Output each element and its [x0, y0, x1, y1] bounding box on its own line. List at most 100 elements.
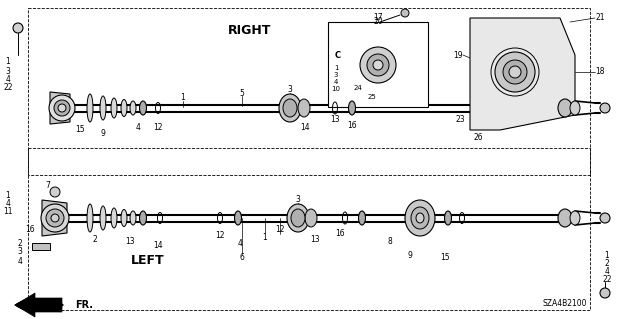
Text: 1: 1 — [333, 65, 339, 71]
Text: 23: 23 — [455, 115, 465, 124]
Ellipse shape — [298, 99, 310, 117]
Circle shape — [51, 214, 59, 222]
Polygon shape — [25, 298, 62, 312]
Ellipse shape — [234, 211, 241, 225]
Text: 4: 4 — [6, 75, 10, 84]
Text: 4: 4 — [237, 239, 243, 248]
Circle shape — [46, 209, 64, 227]
Text: 1: 1 — [180, 93, 186, 102]
Text: 15: 15 — [440, 254, 450, 263]
Ellipse shape — [358, 211, 365, 225]
Text: 22: 22 — [3, 84, 13, 93]
Text: 13: 13 — [310, 235, 320, 244]
Polygon shape — [50, 92, 70, 124]
Ellipse shape — [287, 204, 309, 232]
Text: 16: 16 — [25, 226, 35, 234]
Polygon shape — [15, 293, 35, 317]
Text: 6: 6 — [239, 254, 244, 263]
Text: 26: 26 — [473, 133, 483, 143]
Text: 4: 4 — [6, 198, 10, 207]
Circle shape — [13, 23, 23, 33]
Ellipse shape — [111, 208, 117, 228]
Text: 16: 16 — [347, 122, 357, 130]
Circle shape — [49, 95, 75, 121]
Text: 13: 13 — [125, 238, 135, 247]
Text: 21: 21 — [595, 13, 605, 23]
Text: 1: 1 — [605, 250, 609, 259]
Ellipse shape — [100, 96, 106, 120]
Text: 2: 2 — [18, 239, 22, 248]
Text: 14: 14 — [300, 122, 310, 131]
Text: 3: 3 — [17, 248, 22, 256]
Circle shape — [58, 104, 66, 112]
Text: 3: 3 — [287, 85, 292, 94]
Ellipse shape — [130, 101, 136, 115]
Ellipse shape — [558, 99, 572, 117]
Ellipse shape — [130, 211, 136, 225]
Text: 12: 12 — [215, 231, 225, 240]
Circle shape — [373, 60, 383, 70]
Circle shape — [495, 52, 535, 92]
Text: 1: 1 — [6, 57, 10, 66]
Text: 9: 9 — [100, 129, 106, 137]
Circle shape — [41, 204, 69, 232]
Text: 20: 20 — [373, 18, 383, 26]
Ellipse shape — [570, 101, 580, 115]
Ellipse shape — [279, 94, 301, 122]
Text: 14: 14 — [153, 241, 163, 249]
Ellipse shape — [570, 211, 580, 225]
Text: 16: 16 — [335, 228, 345, 238]
Circle shape — [509, 66, 521, 78]
Bar — [32, 243, 50, 250]
Ellipse shape — [416, 213, 424, 223]
Text: 12: 12 — [275, 226, 285, 234]
Ellipse shape — [600, 103, 610, 113]
Circle shape — [401, 9, 409, 17]
Circle shape — [54, 100, 70, 116]
Ellipse shape — [405, 200, 435, 236]
Text: 25: 25 — [367, 94, 376, 100]
Text: 24: 24 — [354, 85, 362, 91]
Circle shape — [503, 60, 527, 84]
Ellipse shape — [305, 209, 317, 227]
Text: 12: 12 — [153, 122, 163, 131]
Ellipse shape — [283, 99, 297, 117]
Ellipse shape — [558, 209, 572, 227]
Circle shape — [367, 54, 389, 76]
Text: 3: 3 — [6, 66, 10, 76]
Ellipse shape — [87, 94, 93, 122]
Text: RIGHT: RIGHT — [228, 24, 272, 36]
Ellipse shape — [445, 211, 451, 225]
Ellipse shape — [349, 101, 355, 115]
Polygon shape — [470, 18, 575, 130]
Text: 1: 1 — [262, 233, 268, 241]
Text: FR.: FR. — [75, 300, 93, 310]
Ellipse shape — [100, 206, 106, 230]
Text: 4: 4 — [334, 79, 338, 85]
Text: C: C — [335, 50, 341, 60]
Circle shape — [360, 47, 396, 83]
Ellipse shape — [600, 213, 610, 223]
Text: LEFT: LEFT — [131, 254, 165, 266]
Ellipse shape — [121, 210, 127, 226]
Text: 4: 4 — [136, 122, 140, 131]
Text: 2: 2 — [605, 258, 609, 268]
Text: SZA4B2100: SZA4B2100 — [543, 299, 588, 308]
Text: 8: 8 — [388, 238, 392, 247]
Text: 10: 10 — [332, 86, 340, 92]
Text: 19: 19 — [453, 50, 463, 60]
Circle shape — [600, 288, 610, 298]
Ellipse shape — [111, 98, 117, 118]
Text: 2: 2 — [93, 235, 97, 244]
Ellipse shape — [140, 211, 147, 225]
Text: 4: 4 — [17, 256, 22, 265]
Text: 17: 17 — [373, 12, 383, 21]
Text: 5: 5 — [239, 88, 244, 98]
Bar — [328, 22, 428, 107]
Text: 22: 22 — [602, 275, 612, 284]
Text: 15: 15 — [75, 125, 85, 135]
Ellipse shape — [291, 209, 305, 227]
Text: 18: 18 — [595, 68, 605, 77]
Ellipse shape — [411, 207, 429, 229]
Ellipse shape — [140, 101, 147, 115]
